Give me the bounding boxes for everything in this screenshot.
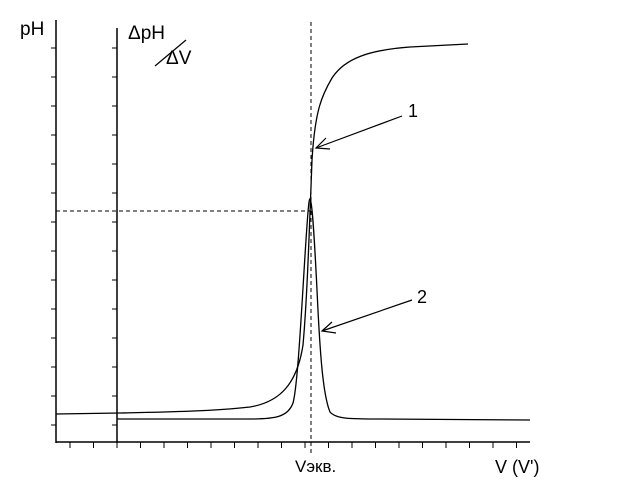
derivative-axis-label-numerator: ΔpH (128, 23, 165, 44)
equivalence-volume-label: Vэкв. (295, 457, 337, 476)
derivative-axis-label-denominator: ΔV (166, 48, 192, 69)
fraction-slash (154, 39, 187, 67)
curve-2-pointer (320, 299, 413, 334)
curve-1-pointer (314, 115, 403, 150)
derivative-curve-2 (117, 198, 531, 421)
volume-axis-ticks (69, 442, 517, 448)
titration-curve-1 (55, 43, 469, 415)
derivative-axis-ticks (112, 47, 117, 426)
curve-1-label: 1 (408, 101, 419, 121)
ph-axis-ticks (51, 47, 56, 426)
ph-axis-label: pH (20, 19, 45, 40)
curve-2-label: 2 (417, 287, 428, 307)
volume-axis-label: V (V') (495, 457, 540, 477)
